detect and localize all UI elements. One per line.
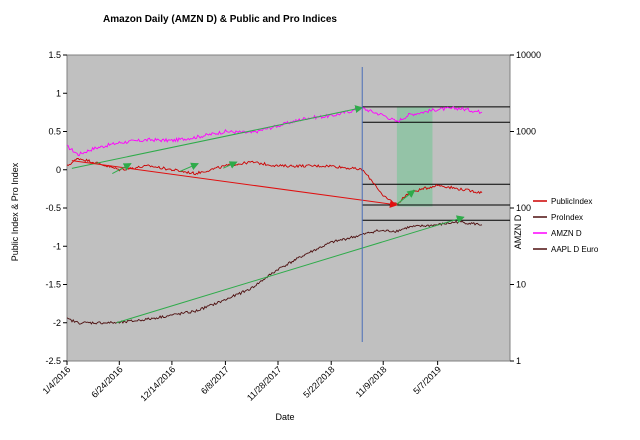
y2-tick-label: 10000 [516,50,541,60]
x-tick-label: 6/24/2016 [89,364,124,399]
trend-arrow [223,161,238,169]
x-tick-label: 5/22/2018 [301,364,336,399]
y2-tick-label: 100 [516,203,531,213]
series-line-proindex [66,220,483,325]
x-tick-label: 12/14/2016 [138,364,177,403]
legend: PublicIndex ProIndex AMZN D AAPL D Euro [533,197,599,254]
legend-label: AMZN D [551,229,582,238]
legend-label: ProIndex [551,213,583,222]
series-line-amzn-d [66,106,483,156]
plot-area [66,54,511,362]
y-tick-label: 0 [56,165,61,175]
y-tick-label: 1.5 [48,50,61,60]
y2-axis-label: AMZN D [513,214,523,249]
y-tick-label: -2.5 [45,356,61,366]
x-tick-label: 11/9/2018 [354,364,389,399]
x-tick-label: 1/4/2016 [41,364,73,396]
y-tick-label: -2 [53,318,61,328]
y-tick-label: 1 [56,88,61,98]
trend-arrow [112,163,132,175]
y-tick-label: 0.5 [48,127,61,137]
legend-label: PublicIndex [551,197,592,206]
trend-arrow [179,162,199,172]
y2-tick-label: 1 [516,356,521,366]
x-tick-label: 6/8/2017 [199,364,231,396]
trend-arrow [71,105,364,169]
right-axis: 10000 1000 100 10 1 [510,50,541,366]
trend-arrow [116,215,465,324]
chart-title: Amazon Daily (AMZN D) & Public and Pro I… [103,14,337,25]
y2-tick-label: 1000 [516,127,536,137]
x-tick-label: 5/7/2019 [411,364,443,396]
x-axis: 1/4/2016 6/24/2016 12/14/2016 6/8/2017 11/28… [41,361,443,403]
y-tick-label: -0.5 [45,203,61,213]
y2-tick-label: 10 [516,280,526,290]
left-axis: 1.5 1 0.5 0 -0.5 -1 -1.5 -2 -2.5 [45,50,67,366]
y-axis-label: Public Index & Pro Index [10,162,20,261]
x-tick-label: 11/28/2017 [245,364,283,402]
trend-arrow [396,189,416,205]
y-tick-label: -1.5 [45,280,61,290]
trend-lines-group [71,105,465,324]
x-axis-label: Date [275,412,294,422]
legend-label: AAPL D Euro [551,245,599,254]
y-tick-label: -1 [53,241,61,251]
